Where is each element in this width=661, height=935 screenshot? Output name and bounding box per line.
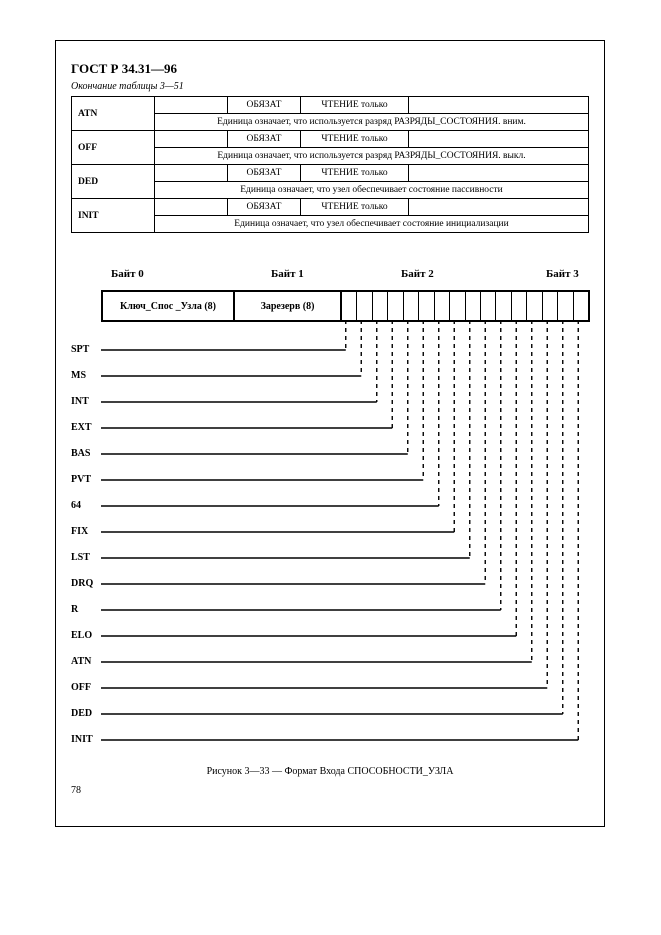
desc-cell: Единица означает, что узел обеспечивает …: [155, 216, 589, 233]
figure-caption: Рисунок 3—33 — Формат Входа СПОСОБНОСТИ_…: [71, 766, 589, 777]
spacer-cell: [155, 97, 228, 114]
rest-cell: [409, 199, 589, 216]
attr-name: INIT: [72, 199, 155, 233]
desc-cell: Единица означает, что узел обеспечивает …: [155, 182, 589, 199]
table-caption: Окончание таблицы 3—51: [71, 81, 589, 92]
access-cell: ЧТЕНИЕ только: [301, 199, 409, 216]
access-cell: ЧТЕНИЕ только: [301, 165, 409, 182]
rest-cell: [409, 131, 589, 148]
byte3-label: Байт 3: [546, 268, 579, 280]
rest-cell: [409, 97, 589, 114]
format-diagram: Ключ_Спос _Узла (8) Зарезерв (8) SPTMSIN…: [71, 290, 589, 760]
attr-name: DED: [72, 165, 155, 199]
attr-name: OFF: [72, 131, 155, 165]
mandatory-cell: ОБЯЗАТ: [228, 165, 301, 182]
attr-name: ATN: [72, 97, 155, 131]
byte-headers: Байт 0 Байт 1 Байт 2 Байт 3: [71, 268, 589, 284]
rest-cell: [409, 165, 589, 182]
spacer-cell: [155, 165, 228, 182]
spacer-cell: [155, 199, 228, 216]
byte0-label: Байт 0: [111, 268, 144, 280]
spacer-cell: [155, 131, 228, 148]
desc-cell: Единица означает, что используется разря…: [155, 114, 589, 131]
access-cell: ЧТЕНИЕ только: [301, 97, 409, 114]
attributes-table: ATNОБЯЗАТЧТЕНИЕ толькоЕдиница означает, …: [71, 96, 589, 233]
byte2-label: Байт 2: [401, 268, 434, 280]
access-cell: ЧТЕНИЕ только: [301, 131, 409, 148]
page-number: 78: [71, 785, 589, 796]
mandatory-cell: ОБЯЗАТ: [228, 131, 301, 148]
desc-cell: Единица означает, что используется разря…: [155, 148, 589, 165]
doc-header: ГОСТ Р 34.31—96: [71, 61, 589, 77]
mandatory-cell: ОБЯЗАТ: [228, 199, 301, 216]
byte1-label: Байт 1: [271, 268, 304, 280]
mandatory-cell: ОБЯЗАТ: [228, 97, 301, 114]
page-frame: ГОСТ Р 34.31—96 Окончание таблицы 3—51 A…: [55, 40, 605, 827]
